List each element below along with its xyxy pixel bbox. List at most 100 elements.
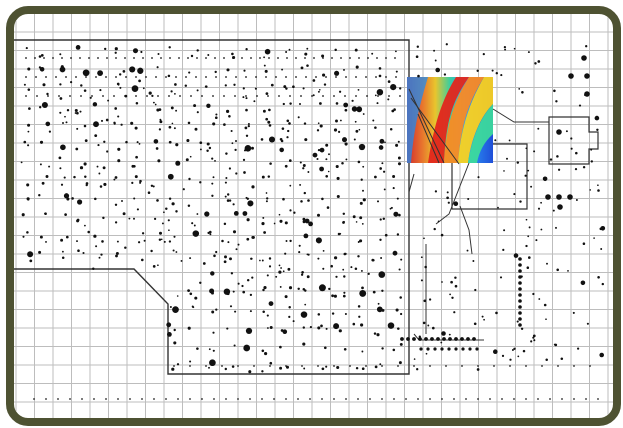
point-marker [39,106,42,109]
point-marker [304,52,308,56]
point-marker [537,127,540,130]
point-marker [75,147,79,151]
point-marker [160,238,163,241]
point-marker [148,91,152,95]
point-marker [285,398,287,400]
point-marker [493,349,498,355]
point-marker [320,324,323,328]
point-marker [59,66,66,73]
point-marker [518,287,522,291]
point-marker [360,269,363,272]
point-marker [117,147,121,151]
point-marker [554,343,558,347]
point-marker [447,347,451,351]
point-marker [73,175,76,179]
point-marker [400,258,403,261]
point-marker [38,194,41,197]
point-marker [454,276,457,279]
point-marker [113,178,116,181]
point-marker [242,290,246,294]
point-marker [52,57,54,59]
point-marker [323,346,327,350]
point-marker [23,140,27,144]
point-marker [518,323,522,327]
point-marker [338,90,342,93]
point-marker [379,167,383,170]
point-marker [503,45,507,49]
point-marker [482,52,485,56]
point-marker [292,320,295,323]
point-marker [533,339,536,342]
point-marker [226,68,230,72]
point-marker [358,143,366,151]
point-marker [232,290,235,293]
point-marker [567,194,573,200]
point-marker [451,296,454,299]
point-marker [211,182,214,185]
point-marker [506,157,508,160]
point-marker [256,95,258,97]
point-marker [349,57,351,59]
point-marker [211,194,214,197]
point-marker [376,57,378,59]
point-marker [173,341,177,345]
point-marker [168,46,171,49]
point-marker [94,134,98,137]
point-marker [117,159,121,163]
point-marker [453,201,459,206]
point-marker [500,74,503,77]
point-marker [262,310,265,314]
point-marker [245,327,253,335]
point-marker [362,113,365,115]
point-marker [288,159,292,162]
point-marker [399,312,403,316]
point-marker [340,57,342,59]
point-marker [312,152,318,158]
point-marker [359,201,363,205]
leader-line [410,97,460,165]
point-marker [20,161,23,164]
point-marker [323,83,327,86]
point-marker [234,148,237,152]
map-canvas[interactable] [14,14,613,418]
point-marker [516,320,519,323]
point-marker [206,142,210,146]
point-marker [134,175,138,179]
point-marker [379,218,382,221]
point-marker [376,306,383,313]
point-marker [261,222,265,226]
point-marker [491,69,494,72]
heatmap-overlay[interactable] [407,77,493,163]
point-marker [152,265,156,268]
point-marker [142,57,144,59]
point-marker [334,48,337,52]
point-marker [159,120,163,124]
point-marker [83,162,87,166]
heatmap-warm-band [444,77,484,163]
point-marker [552,209,555,212]
point-marker [84,224,86,227]
point-marker [141,232,145,235]
point-marker [28,107,31,110]
point-marker [205,365,207,367]
point-marker [354,267,358,271]
point-marker [354,120,357,123]
point-marker [528,256,531,259]
point-marker [556,268,559,272]
point-marker [131,181,134,185]
point-marker [387,322,395,329]
point-marker [77,249,80,252]
point-marker [245,97,248,100]
point-marker [94,197,97,201]
point-marker [261,370,264,373]
point-marker [304,218,310,224]
point-marker [206,149,209,153]
point-marker [429,398,431,400]
point-marker [153,139,159,144]
point-marker [245,134,249,137]
point-marker [211,157,214,160]
point-marker [201,95,203,97]
point-marker [80,95,82,97]
point-marker [160,57,162,59]
point-marker [266,327,269,329]
